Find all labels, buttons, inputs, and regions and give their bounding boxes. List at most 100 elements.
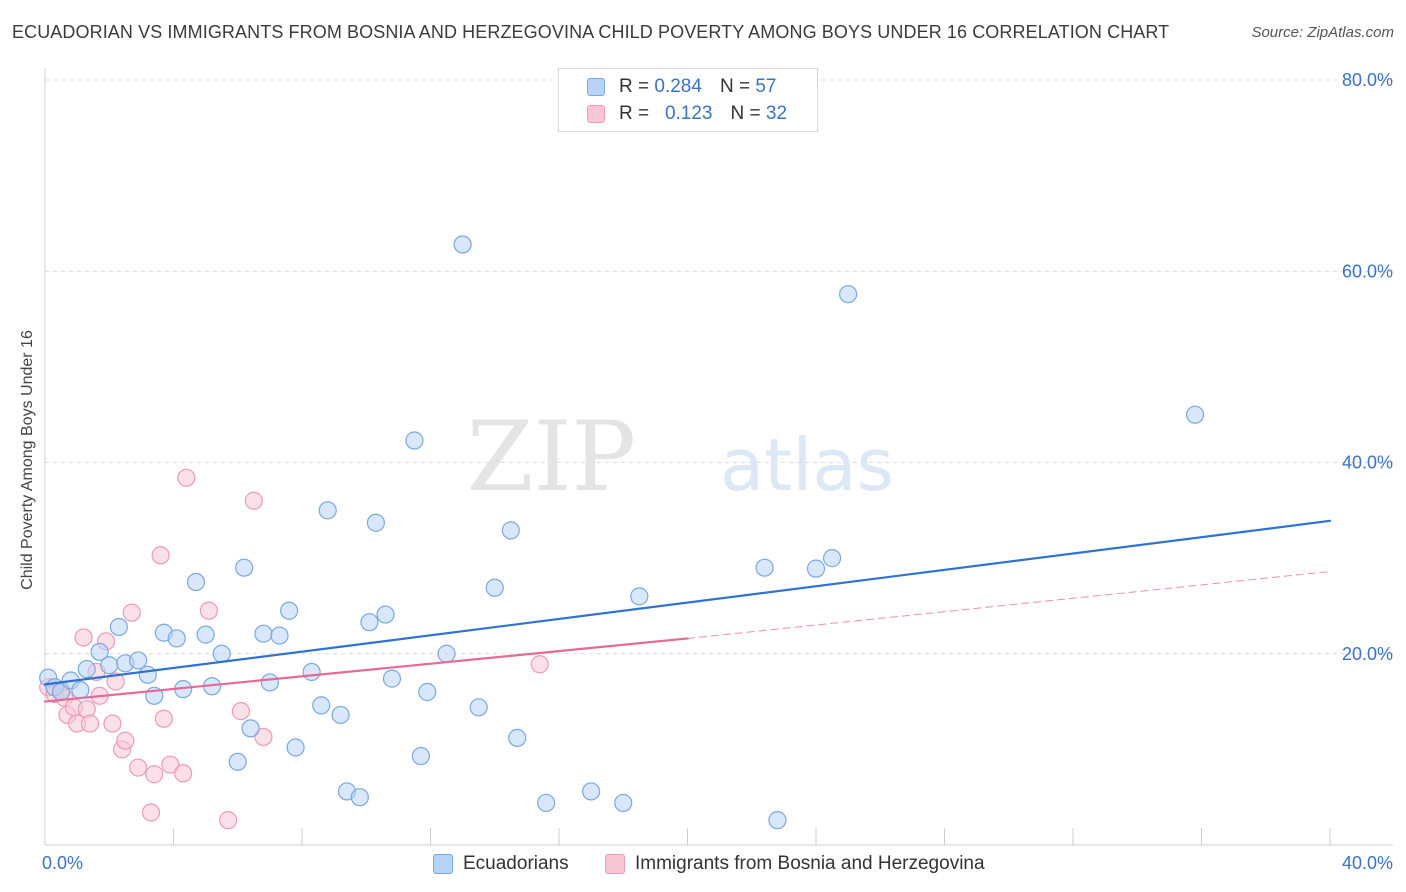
- trendlines: [43, 519, 1332, 703]
- data-point: [71, 680, 90, 700]
- data-point: [312, 696, 331, 715]
- data-point: [231, 702, 251, 721]
- data-point: [418, 682, 437, 702]
- legend-swatch-blue: [587, 78, 605, 96]
- data-point: [582, 782, 601, 801]
- data-point: [280, 601, 299, 620]
- data-point: [196, 625, 215, 644]
- data-point: [1185, 405, 1205, 424]
- data-point: [254, 624, 273, 643]
- data-point: [254, 727, 273, 747]
- data-point: [103, 714, 122, 733]
- bottom-legend-swatch-blue: [433, 854, 453, 874]
- data-point: [90, 642, 109, 661]
- data-point: [350, 788, 369, 807]
- data-point: [80, 714, 100, 733]
- data-point: [167, 629, 186, 648]
- data-point: [122, 603, 141, 622]
- data-point: [839, 285, 858, 304]
- data-point: [614, 793, 633, 813]
- legend-r-label: R =: [619, 76, 650, 97]
- data-point: [212, 644, 231, 663]
- data-point: [302, 662, 321, 682]
- data-point: [129, 651, 148, 670]
- source-label: Source: ZipAtlas.com: [1251, 24, 1394, 41]
- y-tick-label: 20.0%: [1342, 644, 1393, 664]
- bottom-legend-label: Ecuadorians: [463, 853, 569, 874]
- legend-n-value: 32: [765, 103, 788, 124]
- bottom-legend-ecuadorians: Ecuadorians: [433, 851, 569, 877]
- data-point: [360, 613, 379, 632]
- axes: [44, 68, 1393, 846]
- data-point: [530, 655, 549, 674]
- data-point: [260, 673, 279, 692]
- legend-r-value: 0.284: [654, 76, 702, 97]
- data-point: [437, 644, 456, 663]
- data-point: [141, 803, 161, 822]
- data-point: [177, 468, 196, 487]
- stats-legend: R = 0.284 N = 57 R = 0.123 N = 32: [558, 68, 818, 132]
- data-point: [405, 431, 424, 450]
- bottom-legend-bosnia: Immigrants from Bosnia and Herzegovina: [605, 851, 985, 877]
- watermark-atlas: atlas: [720, 423, 894, 507]
- legend-n-label: N =: [719, 76, 751, 97]
- data-point: [174, 764, 193, 783]
- legend-n-label: N =: [730, 103, 761, 124]
- chart-title: ECUADORIAN VS IMMIGRANTS FROM BOSNIA AND…: [12, 22, 1170, 42]
- trendline-bosnia: [43, 637, 689, 703]
- tick-labels: 20.0% 40.0% 60.0% 80.0% 0.0% 40.0%: [42, 70, 1393, 873]
- data-point: [755, 558, 774, 577]
- data-point: [376, 605, 395, 624]
- data-point: [109, 617, 128, 637]
- data-point: [199, 601, 218, 620]
- data-point: [822, 549, 842, 568]
- y-tick-label: 40.0%: [1342, 453, 1393, 473]
- data-point: [74, 628, 93, 647]
- x-tick-label-min: 0.0%: [42, 853, 83, 873]
- data-point: [366, 513, 385, 532]
- data-point: [270, 626, 289, 645]
- data-point: [129, 758, 148, 777]
- data-point: [116, 731, 135, 750]
- y-axis-label: Child Poverty Among Boys Under 16: [19, 330, 36, 590]
- legend-row-bosnia: R = 0.123 N = 32: [587, 102, 787, 126]
- series-ecuadorians-points: [39, 235, 1205, 830]
- data-point: [485, 578, 504, 597]
- data-point: [100, 656, 119, 675]
- y-tick-label: 80.0%: [1342, 70, 1393, 90]
- data-point: [382, 669, 402, 688]
- legend-row-ecuadorians: R = 0.284 N = 57: [587, 75, 776, 99]
- data-point: [331, 705, 350, 725]
- data-point: [186, 572, 206, 592]
- data-point: [161, 755, 180, 774]
- data-point: [318, 501, 337, 520]
- data-point: [106, 672, 125, 691]
- data-point: [244, 491, 263, 510]
- data-point: [228, 752, 247, 771]
- data-point: [241, 719, 260, 738]
- data-point: [151, 546, 170, 565]
- data-point: [768, 811, 787, 830]
- data-point: [806, 559, 826, 578]
- bottom-legend-label: Immigrants from Bosnia and Herzegovina: [635, 853, 985, 874]
- data-point: [219, 811, 238, 830]
- y-tick-label: 60.0%: [1342, 261, 1393, 281]
- data-point: [138, 665, 157, 684]
- data-point: [145, 765, 164, 784]
- data-point: [630, 587, 649, 606]
- data-point: [453, 235, 472, 254]
- legend-swatch-pink: [587, 105, 605, 123]
- trendline-bosnia: [687, 571, 1331, 639]
- watermark-zip: ZIP: [467, 401, 636, 513]
- data-point: [508, 728, 527, 748]
- data-point: [537, 793, 556, 813]
- legend-r-label: R =: [619, 103, 650, 124]
- data-point: [411, 746, 430, 766]
- data-point: [501, 521, 520, 540]
- legend-n-value: 57: [755, 76, 777, 97]
- data-point: [469, 698, 488, 717]
- data-point: [286, 738, 305, 757]
- series-bosnia-points: [39, 468, 549, 830]
- data-point: [77, 659, 96, 679]
